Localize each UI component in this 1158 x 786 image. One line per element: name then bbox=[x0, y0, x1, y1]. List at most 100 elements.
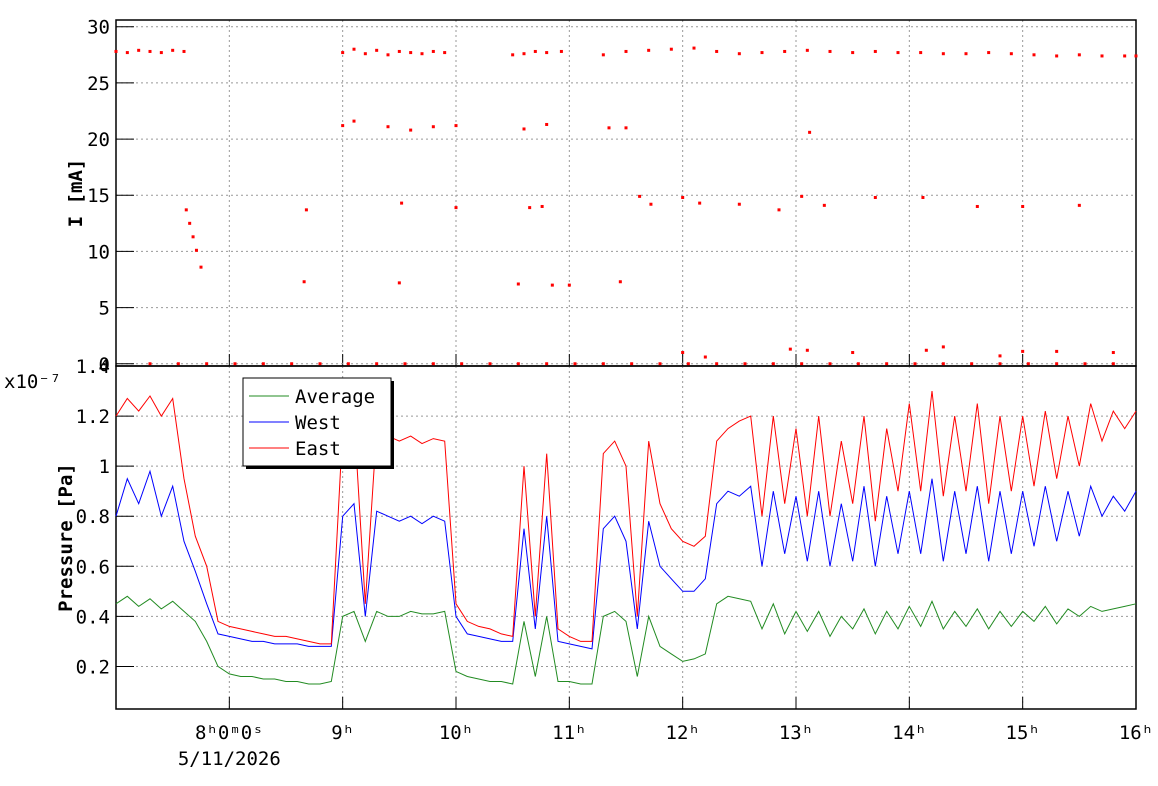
data-point bbox=[205, 362, 209, 366]
data-point bbox=[545, 51, 549, 55]
data-point bbox=[352, 119, 356, 123]
data-point bbox=[1083, 362, 1087, 366]
data-point bbox=[431, 125, 435, 129]
data-point bbox=[400, 201, 404, 205]
data-point bbox=[975, 204, 979, 208]
data-point bbox=[363, 52, 367, 56]
data-point bbox=[964, 52, 968, 56]
data-point bbox=[261, 362, 265, 366]
data-point bbox=[346, 362, 350, 366]
plot-frame bbox=[115, 19, 1137, 367]
data-point bbox=[148, 49, 152, 53]
panel: 8ʰ0ᵐ0ˢ 9ʰ 10ʰ 11ʰ 12ʰ 13ʰ 14ʰ 15ʰ 16ʰ 0.2 0.4 0.6 0.… bbox=[4, 356, 1153, 770]
data-point bbox=[1077, 203, 1081, 207]
data-point bbox=[114, 49, 118, 53]
data-point bbox=[941, 345, 945, 349]
data-point bbox=[658, 362, 662, 366]
data-point bbox=[171, 48, 175, 52]
y-tick-label: 0.8 bbox=[76, 506, 110, 528]
x-tick-label: 11ʰ bbox=[552, 722, 586, 744]
data-point bbox=[607, 126, 611, 130]
y-axis-title: Pressure [Pa] bbox=[55, 463, 77, 612]
data-point bbox=[715, 362, 719, 366]
data-point bbox=[533, 49, 537, 53]
data-point bbox=[125, 51, 129, 55]
data-point bbox=[1055, 54, 1059, 58]
data-point bbox=[545, 362, 549, 366]
panel: 0 5 10 15 20 25 30 I [mA] bbox=[65, 17, 1138, 376]
data-point bbox=[431, 362, 435, 366]
data-point bbox=[987, 51, 991, 55]
data-point bbox=[1111, 362, 1115, 366]
data-point bbox=[638, 194, 642, 198]
data-point bbox=[159, 51, 163, 55]
data-point bbox=[290, 362, 294, 366]
x-tick-label: 12ʰ bbox=[666, 722, 700, 744]
data-point bbox=[545, 122, 549, 126]
data-point bbox=[460, 362, 464, 366]
y-tick-label: 30 bbox=[87, 17, 110, 39]
data-point bbox=[443, 51, 447, 55]
data-point bbox=[649, 202, 653, 206]
data-point bbox=[1077, 53, 1081, 57]
data-point bbox=[771, 362, 775, 366]
data-point bbox=[743, 362, 747, 366]
y-tick-label: 0.2 bbox=[76, 656, 110, 678]
data-point bbox=[601, 362, 605, 366]
data-point bbox=[409, 128, 413, 132]
data-point bbox=[375, 48, 379, 52]
data-point bbox=[454, 206, 458, 210]
data-point bbox=[148, 362, 152, 366]
data-point bbox=[919, 51, 923, 55]
data-point bbox=[873, 195, 877, 199]
y-tick-label: 1.4 bbox=[76, 356, 110, 378]
data-point bbox=[199, 265, 203, 269]
data-point bbox=[885, 362, 889, 366]
data-point bbox=[1055, 362, 1059, 366]
series-line bbox=[115, 595, 1137, 685]
data-point bbox=[1009, 52, 1013, 56]
x-tick-label: 9ʰ bbox=[331, 722, 354, 744]
data-point bbox=[822, 203, 826, 207]
data-point bbox=[341, 124, 345, 128]
data-point bbox=[692, 46, 696, 50]
data-point bbox=[808, 130, 812, 134]
data-point bbox=[341, 51, 345, 55]
legend: Average West East bbox=[242, 377, 394, 469]
data-point bbox=[873, 49, 877, 53]
data-point bbox=[1021, 204, 1025, 208]
y-tick-label: 5 bbox=[99, 298, 110, 320]
data-point bbox=[233, 362, 237, 366]
legend-label: East bbox=[295, 438, 341, 460]
data-point bbox=[970, 362, 974, 366]
data-point bbox=[1026, 362, 1030, 366]
date-label: 5/11/2026 bbox=[178, 748, 281, 770]
legend-label: West bbox=[295, 412, 341, 434]
data-point bbox=[805, 348, 809, 352]
data-point bbox=[941, 52, 945, 56]
data-point bbox=[737, 52, 741, 56]
data-point bbox=[669, 47, 673, 51]
data-point bbox=[403, 362, 407, 366]
y-tick-label: 0.4 bbox=[76, 606, 110, 628]
y-tick-label: 0.6 bbox=[76, 556, 110, 578]
data-point bbox=[352, 47, 356, 51]
data-point bbox=[851, 351, 855, 355]
data-point bbox=[409, 51, 413, 55]
data-point bbox=[516, 282, 520, 286]
data-point bbox=[318, 362, 322, 366]
data-point bbox=[184, 208, 188, 212]
data-point bbox=[896, 51, 900, 55]
data-point bbox=[941, 362, 945, 366]
data-point bbox=[431, 49, 435, 53]
data-point bbox=[454, 124, 458, 128]
data-point bbox=[856, 362, 860, 366]
x-tick-label: 10ʰ bbox=[439, 722, 473, 744]
data-point bbox=[788, 347, 792, 351]
y-axis-title: I [mA] bbox=[65, 159, 87, 228]
data-point bbox=[540, 204, 544, 208]
y-tick-label: 1.2 bbox=[76, 406, 110, 428]
data-point bbox=[828, 49, 832, 53]
data-point bbox=[559, 49, 563, 53]
